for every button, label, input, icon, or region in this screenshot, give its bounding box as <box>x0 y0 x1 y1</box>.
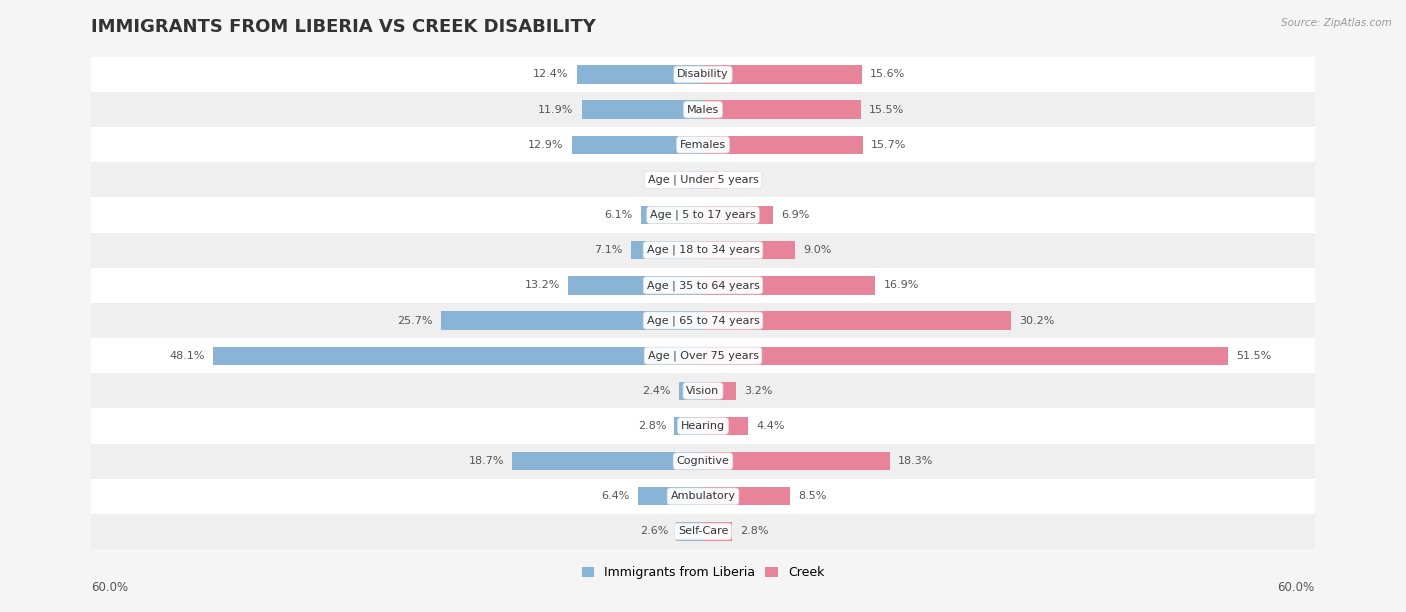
Bar <box>91 92 1315 127</box>
Bar <box>571 136 703 154</box>
Text: Source: ZipAtlas.com: Source: ZipAtlas.com <box>1281 18 1392 28</box>
Text: 4.4%: 4.4% <box>756 421 785 431</box>
Bar <box>703 346 1227 365</box>
Bar <box>689 171 703 189</box>
Text: 51.5%: 51.5% <box>1236 351 1271 360</box>
Bar <box>91 57 1315 92</box>
Bar <box>582 100 703 119</box>
Bar <box>679 382 703 400</box>
Bar <box>703 206 773 224</box>
Bar <box>703 452 890 470</box>
Text: Females: Females <box>681 140 725 150</box>
Text: Age | 18 to 34 years: Age | 18 to 34 years <box>647 245 759 255</box>
Bar <box>638 487 703 506</box>
Text: 18.3%: 18.3% <box>897 456 934 466</box>
Text: 6.9%: 6.9% <box>782 210 810 220</box>
Text: 2.8%: 2.8% <box>638 421 666 431</box>
Text: Cognitive: Cognitive <box>676 456 730 466</box>
Text: 9.0%: 9.0% <box>803 245 831 255</box>
Bar <box>512 452 703 470</box>
Bar <box>91 268 1315 303</box>
Text: 25.7%: 25.7% <box>398 316 433 326</box>
Bar <box>91 303 1315 338</box>
Text: 60.0%: 60.0% <box>1278 581 1315 594</box>
Bar <box>631 241 703 259</box>
Text: Age | Over 75 years: Age | Over 75 years <box>648 351 758 361</box>
Text: 18.7%: 18.7% <box>468 456 505 466</box>
Bar <box>675 417 703 435</box>
Text: Self-Care: Self-Care <box>678 526 728 537</box>
Bar <box>91 233 1315 268</box>
Bar <box>91 444 1315 479</box>
Text: 16.9%: 16.9% <box>883 280 918 290</box>
Text: 7.1%: 7.1% <box>595 245 623 255</box>
Bar <box>703 312 1011 330</box>
Text: 13.2%: 13.2% <box>524 280 560 290</box>
Bar <box>91 373 1315 408</box>
Bar <box>703 417 748 435</box>
Text: 12.4%: 12.4% <box>533 69 568 80</box>
Bar <box>703 136 863 154</box>
Bar <box>703 522 731 540</box>
Bar <box>91 162 1315 198</box>
Text: Vision: Vision <box>686 386 720 396</box>
Bar <box>703 65 862 84</box>
Text: 15.5%: 15.5% <box>869 105 904 114</box>
Text: 15.6%: 15.6% <box>870 69 905 80</box>
Bar <box>91 514 1315 549</box>
Text: 11.9%: 11.9% <box>538 105 574 114</box>
Text: 48.1%: 48.1% <box>169 351 204 360</box>
Text: Age | Under 5 years: Age | Under 5 years <box>648 174 758 185</box>
Text: 6.4%: 6.4% <box>602 491 630 501</box>
Text: 6.1%: 6.1% <box>605 210 633 220</box>
Bar <box>703 171 720 189</box>
Bar <box>91 198 1315 233</box>
Text: 12.9%: 12.9% <box>527 140 564 150</box>
Bar <box>703 241 794 259</box>
Text: Disability: Disability <box>678 69 728 80</box>
Bar <box>703 100 860 119</box>
Bar <box>91 408 1315 444</box>
Text: 2.4%: 2.4% <box>643 386 671 396</box>
Bar <box>703 382 735 400</box>
Text: 60.0%: 60.0% <box>91 581 128 594</box>
Text: 30.2%: 30.2% <box>1019 316 1054 326</box>
Bar <box>441 312 703 330</box>
Bar <box>212 346 703 365</box>
Text: 2.6%: 2.6% <box>640 526 668 537</box>
Text: 2.8%: 2.8% <box>740 526 768 537</box>
Text: 1.4%: 1.4% <box>652 175 681 185</box>
Text: 3.2%: 3.2% <box>744 386 772 396</box>
Bar <box>703 276 876 294</box>
Text: Age | 65 to 74 years: Age | 65 to 74 years <box>647 315 759 326</box>
Text: 1.6%: 1.6% <box>727 175 755 185</box>
Text: 15.7%: 15.7% <box>872 140 907 150</box>
Bar <box>91 479 1315 514</box>
Bar <box>91 127 1315 162</box>
Text: 8.5%: 8.5% <box>797 491 827 501</box>
Text: Males: Males <box>688 105 718 114</box>
Text: Ambulatory: Ambulatory <box>671 491 735 501</box>
Bar <box>641 206 703 224</box>
Text: IMMIGRANTS FROM LIBERIA VS CREEK DISABILITY: IMMIGRANTS FROM LIBERIA VS CREEK DISABIL… <box>91 18 596 36</box>
Legend: Immigrants from Liberia, Creek: Immigrants from Liberia, Creek <box>576 561 830 584</box>
Text: Age | 35 to 64 years: Age | 35 to 64 years <box>647 280 759 291</box>
Bar <box>676 522 703 540</box>
Text: Hearing: Hearing <box>681 421 725 431</box>
Bar <box>576 65 703 84</box>
Bar <box>91 338 1315 373</box>
Text: Age | 5 to 17 years: Age | 5 to 17 years <box>650 210 756 220</box>
Bar <box>568 276 703 294</box>
Bar <box>703 487 790 506</box>
